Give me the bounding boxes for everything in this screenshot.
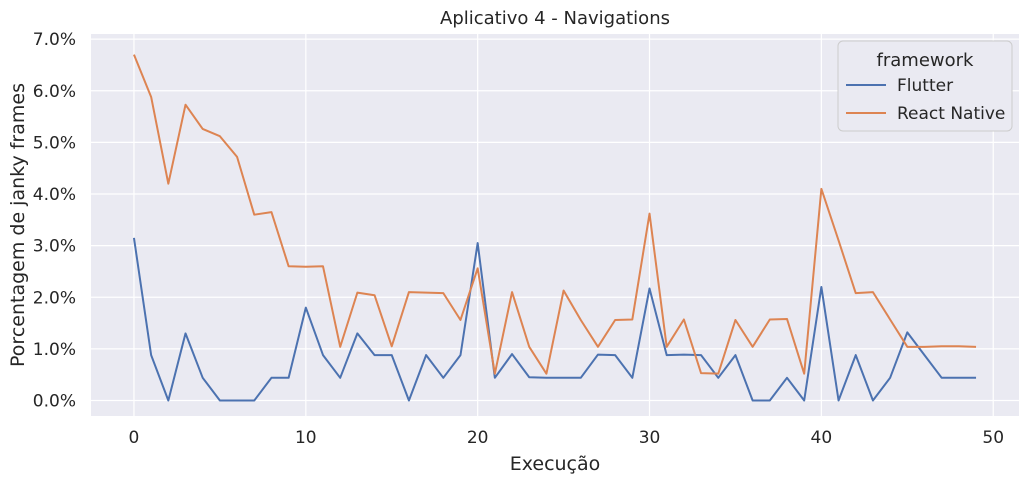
- x-axis-title: Execução: [510, 453, 601, 475]
- x-tick-label: 0: [129, 428, 140, 448]
- y-tick-label: 4.0%: [33, 185, 76, 205]
- x-tick-label: 30: [639, 428, 661, 448]
- x-tick-label: 40: [811, 428, 833, 448]
- y-tick-label: 1.0%: [33, 340, 76, 360]
- y-tick-label: 3.0%: [33, 237, 76, 257]
- y-axis-title: Porcentagem de janky frames: [7, 83, 29, 367]
- legend-label-flutter: Flutter: [897, 76, 953, 96]
- y-tick-label: 7.0%: [33, 30, 76, 50]
- legend: framework Flutter React Native: [837, 40, 1013, 132]
- x-tick-label: 20: [467, 428, 489, 448]
- legend-frame: [837, 40, 1013, 132]
- tick-labels: 0 10 20 30 40 50 0.0% 1.0% 2.0% 3.0% 4.0% 5.0% 6.0% 7…: [33, 30, 1004, 448]
- grid: [91, 34, 1019, 416]
- y-tick-label: 0.0%: [33, 392, 76, 412]
- x-tick-label: 50: [982, 428, 1004, 448]
- chart-title: Aplicativo 4 - Navigations: [440, 8, 670, 29]
- series-line-flutter: [132, 237, 977, 402]
- legend-title: framework: [877, 50, 975, 71]
- legend-label-react-native: React Native: [897, 104, 1005, 124]
- series-lines: [132, 54, 977, 402]
- y-tick-label: 6.0%: [33, 82, 76, 102]
- series-line-react-native: [133, 54, 977, 375]
- y-tick-label: 2.0%: [33, 288, 76, 308]
- x-tick-label: 10: [295, 428, 317, 448]
- y-tick-label: 5.0%: [33, 133, 76, 153]
